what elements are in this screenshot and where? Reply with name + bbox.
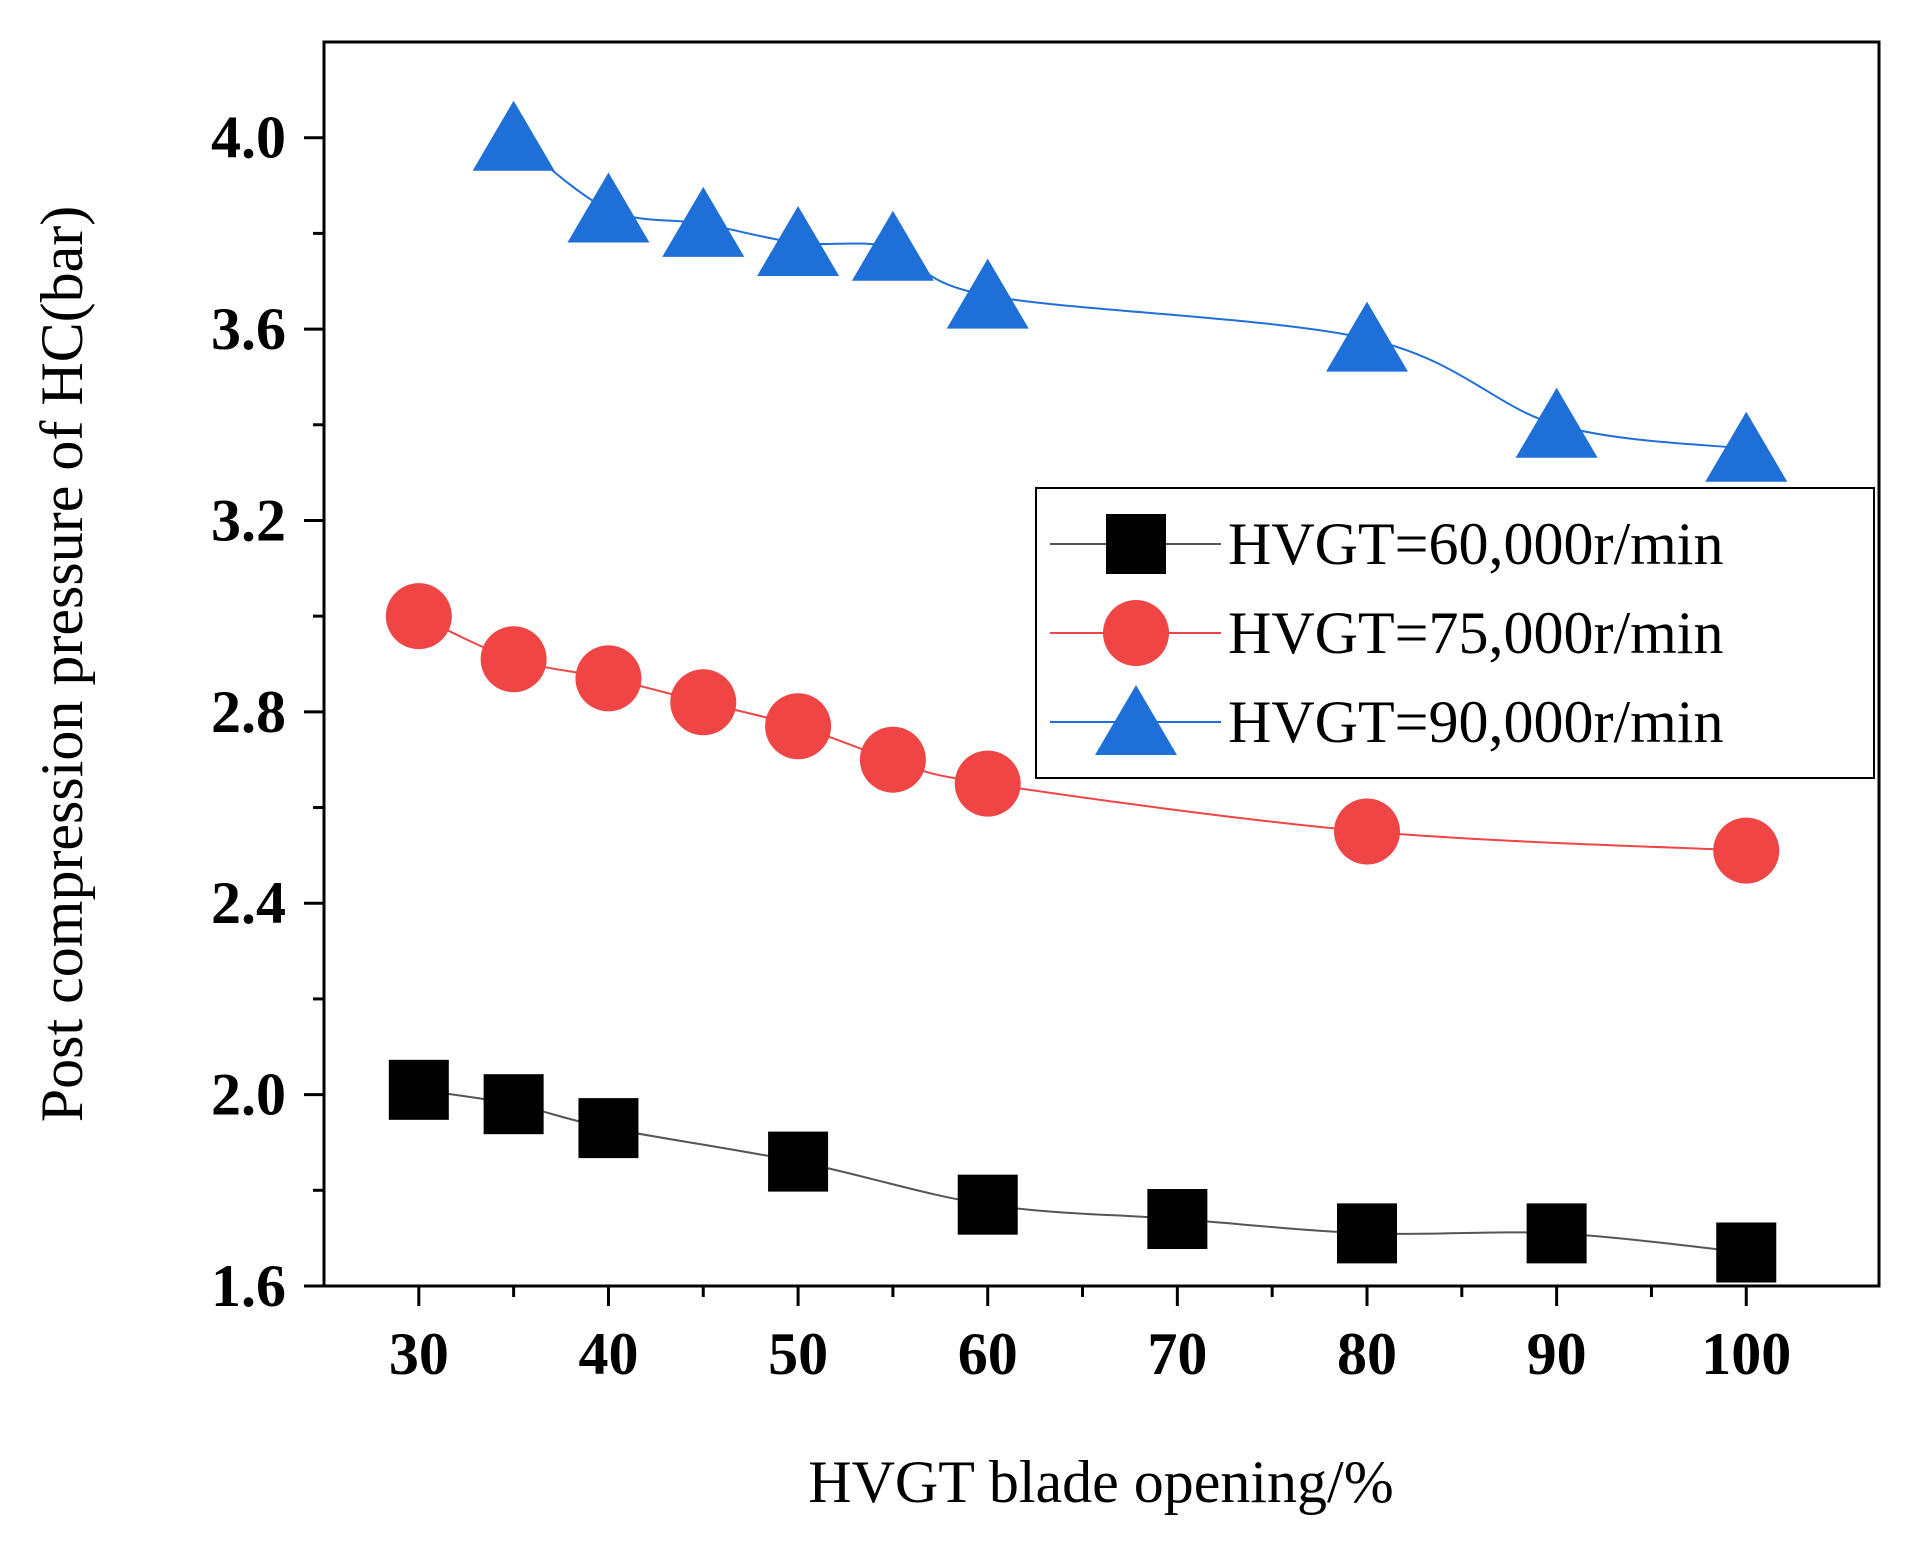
x-tick-label: 100 xyxy=(1701,1321,1791,1387)
data-point xyxy=(946,258,1029,329)
x-tick-label: 40 xyxy=(578,1321,638,1387)
data-point xyxy=(1515,387,1598,458)
legend-item: HVGT=75,000r/min xyxy=(1050,600,1723,666)
y-tick-label: 3.6 xyxy=(211,296,286,362)
y-axis-title: Post compression pressure of HC(bar) xyxy=(29,206,95,1123)
data-point xyxy=(1716,1222,1777,1283)
series-line xyxy=(418,1088,1747,1254)
series-triangle xyxy=(472,100,1788,482)
data-point xyxy=(385,583,452,650)
legend-label: HVGT=60,000r/min xyxy=(1228,511,1723,577)
data-point xyxy=(662,186,745,257)
data-point xyxy=(957,1174,1018,1235)
y-tick-label: 1.6 xyxy=(211,1253,286,1319)
data-point xyxy=(472,100,555,171)
legend-label: HVGT=75,000r/min xyxy=(1228,600,1723,666)
data-point xyxy=(567,172,650,243)
data-point xyxy=(765,693,832,760)
x-tick-label: 30 xyxy=(389,1321,449,1387)
data-point xyxy=(388,1059,449,1120)
data-point xyxy=(483,1074,544,1135)
legend-item: HVGT=90,000r/min xyxy=(1050,685,1723,755)
legend-marker xyxy=(1103,600,1169,666)
x-tick-label: 90 xyxy=(1527,1321,1587,1387)
x-tick-label: 50 xyxy=(768,1321,828,1387)
data-point xyxy=(575,645,642,712)
data-point xyxy=(1147,1189,1208,1250)
data-point xyxy=(859,726,926,793)
legend-item: HVGT=60,000r/min xyxy=(1050,511,1723,577)
y-tick-label: 4.0 xyxy=(211,105,286,171)
data-point xyxy=(851,210,934,281)
data-point xyxy=(768,1131,829,1192)
series-line xyxy=(513,136,1747,450)
series-circle xyxy=(385,583,1780,884)
y-tick-label: 2.8 xyxy=(211,679,286,745)
legend-marker xyxy=(1106,514,1166,574)
data-point xyxy=(1526,1203,1587,1264)
x-tick-label: 60 xyxy=(958,1321,1018,1387)
data-point xyxy=(1705,411,1788,482)
data-point xyxy=(954,750,1021,817)
y-tick-label: 3.2 xyxy=(211,487,286,553)
legend-label: HVGT=90,000r/min xyxy=(1228,689,1723,755)
x-tick-label: 70 xyxy=(1147,1321,1207,1387)
y-tick-label: 2.0 xyxy=(211,1062,286,1128)
x-tick-label: 80 xyxy=(1337,1321,1397,1387)
series-square xyxy=(388,1059,1777,1283)
data-point xyxy=(1713,817,1780,884)
y-tick-label: 2.4 xyxy=(211,870,286,936)
legend-marker xyxy=(1095,685,1177,755)
legend: HVGT=60,000r/min HVGT=75,000r/min HVGT=90,… xyxy=(1035,487,1875,779)
data-point xyxy=(480,626,547,693)
data-point xyxy=(670,669,737,736)
x-axis-title: HVGT blade opening/% xyxy=(808,1449,1393,1515)
data-point xyxy=(1336,1203,1397,1264)
data-point xyxy=(1325,301,1408,372)
plot-frame xyxy=(322,40,1881,1288)
data-point xyxy=(757,205,840,276)
data-point xyxy=(1333,798,1400,865)
data-point xyxy=(578,1098,639,1159)
